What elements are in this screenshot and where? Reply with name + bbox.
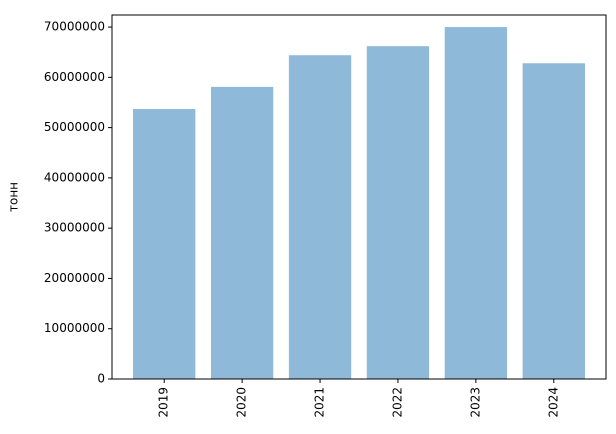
bar [288, 55, 352, 379]
y-tick-label: 50000000 [44, 120, 105, 134]
y-tick-label: 70000000 [44, 20, 105, 34]
x-tick-label: 2023 [468, 387, 482, 418]
bar [210, 86, 274, 380]
x-tick-label: 2020 [235, 387, 249, 418]
x-tick-label: 2021 [313, 387, 327, 418]
plot-frame [111, 14, 607, 380]
y-tick-label: 20000000 [44, 271, 105, 285]
x-tick-label: 2019 [157, 387, 171, 418]
bar [133, 109, 196, 379]
x-tick-label: 2022 [390, 387, 404, 418]
y-tick-label: 40000000 [44, 170, 105, 184]
y-axis-label: тонн [7, 182, 21, 212]
y-tick-label: 30000000 [44, 221, 105, 235]
y-tick-label: 0 [97, 372, 105, 386]
y-tick-label: 60000000 [44, 70, 105, 84]
y-tick-label: 10000000 [44, 321, 105, 335]
x-tick-label: 2024 [546, 387, 560, 418]
bar [366, 46, 430, 380]
bar [522, 63, 585, 379]
bar [444, 27, 508, 380]
